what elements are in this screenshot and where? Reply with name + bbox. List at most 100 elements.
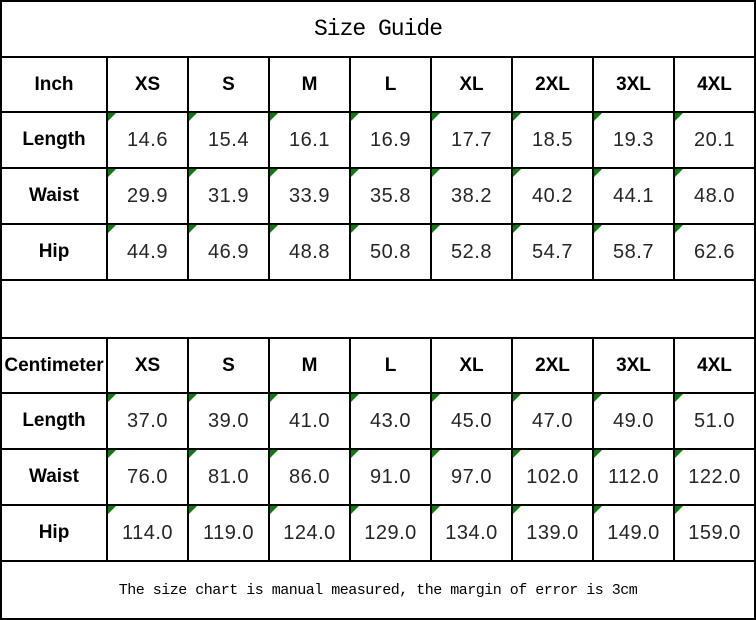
flag-triangle-icon (514, 170, 521, 177)
flag-triangle-icon (676, 507, 683, 514)
flag-triangle-icon (433, 226, 440, 233)
flag-triangle-icon (595, 451, 602, 458)
value-text: 102.0 (526, 465, 579, 488)
page-title: Size Guide (0, 0, 756, 58)
value-text: 47.0 (532, 409, 573, 432)
value-text: 19.3 (613, 128, 654, 151)
flag-triangle-icon (514, 451, 521, 458)
value-cell: 97.0 (430, 448, 513, 506)
value-cell: 14.6 (106, 111, 189, 169)
flag-triangle-icon (190, 170, 197, 177)
flag-triangle-icon (190, 226, 197, 233)
size-header-l: L (349, 337, 432, 394)
value-cell: 52.8 (430, 223, 513, 281)
value-cell: 20.1 (673, 111, 756, 169)
flag-triangle-icon (352, 451, 359, 458)
value-cell: 134.0 (430, 504, 513, 562)
value-cell: 44.9 (106, 223, 189, 281)
value-cell: 81.0 (187, 448, 270, 506)
value-text: 35.8 (370, 184, 411, 207)
flag-triangle-icon (352, 507, 359, 514)
flag-triangle-icon (352, 395, 359, 402)
value-text: 38.2 (451, 184, 492, 207)
flag-triangle-icon (109, 170, 116, 177)
flag-triangle-icon (271, 170, 278, 177)
value-cell: 47.0 (511, 392, 594, 450)
value-text: 37.0 (127, 409, 168, 432)
value-text: 29.9 (127, 184, 168, 207)
value-text: 124.0 (283, 521, 336, 544)
value-text: 129.0 (364, 521, 417, 544)
value-cell: 16.9 (349, 111, 432, 169)
value-cell: 43.0 (349, 392, 432, 450)
row-label-waist: Waist (0, 448, 108, 506)
flag-triangle-icon (595, 395, 602, 402)
value-text: 52.8 (451, 240, 492, 263)
value-text: 49.0 (613, 409, 654, 432)
value-text: 159.0 (688, 521, 741, 544)
size-header-4xl: 4XL (673, 56, 756, 113)
spacer-row-cell (0, 279, 756, 339)
value-cell: 159.0 (673, 504, 756, 562)
flag-triangle-icon (514, 114, 521, 121)
flag-triangle-icon (271, 507, 278, 514)
value-cell: 16.1 (268, 111, 351, 169)
value-text: 40.2 (532, 184, 573, 207)
flag-triangle-icon (271, 395, 278, 402)
size-header-s: S (187, 56, 270, 113)
flag-triangle-icon (271, 451, 278, 458)
value-text: 43.0 (370, 409, 411, 432)
table-row: Length 37.0 39.0 41.0 43.0 45.0 47.0 49.… (0, 392, 756, 450)
flag-triangle-icon (514, 395, 521, 402)
row-label-length: Length (0, 111, 108, 169)
value-text: 119.0 (202, 521, 255, 544)
flag-triangle-icon (433, 451, 440, 458)
size-header-3xl: 3XL (592, 56, 675, 113)
centimeter-header-row: Centimeter XS S M L XL 2XL 3XL 4XL (0, 337, 756, 394)
value-cell: 38.2 (430, 167, 513, 225)
size-header-3xl: 3XL (592, 337, 675, 394)
size-header-s: S (187, 337, 270, 394)
value-text: 41.0 (289, 409, 330, 432)
flag-triangle-icon (433, 507, 440, 514)
flag-triangle-icon (433, 395, 440, 402)
value-text: 139.0 (526, 521, 579, 544)
value-cell: 49.0 (592, 392, 675, 450)
flag-triangle-icon (433, 170, 440, 177)
value-text: 134.0 (445, 521, 498, 544)
value-cell: 40.2 (511, 167, 594, 225)
value-text: 44.1 (613, 184, 654, 207)
value-cell: 45.0 (430, 392, 513, 450)
flag-triangle-icon (595, 507, 602, 514)
value-text: 39.0 (208, 409, 249, 432)
value-cell: 122.0 (673, 448, 756, 506)
value-cell: 37.0 (106, 392, 189, 450)
value-cell: 35.8 (349, 167, 432, 225)
value-text: 46.9 (208, 240, 249, 263)
size-header-m: M (268, 337, 351, 394)
flag-triangle-icon (271, 114, 278, 121)
flag-triangle-icon (676, 451, 683, 458)
row-label-hip: Hip (0, 223, 108, 281)
value-cell: 139.0 (511, 504, 594, 562)
flag-triangle-icon (109, 114, 116, 121)
size-header-l: L (349, 56, 432, 113)
flag-triangle-icon (190, 451, 197, 458)
footer-note: The size chart is manual measured, the m… (0, 560, 756, 620)
value-text: 44.9 (127, 240, 168, 263)
flag-triangle-icon (595, 114, 602, 121)
row-label-length: Length (0, 392, 108, 450)
row-label-waist: Waist (0, 167, 108, 225)
value-cell: 76.0 (106, 448, 189, 506)
value-text: 17.7 (451, 128, 492, 151)
flag-triangle-icon (433, 114, 440, 121)
value-text: 54.7 (532, 240, 573, 263)
value-cell: 119.0 (187, 504, 270, 562)
flag-triangle-icon (352, 170, 359, 177)
value-text: 81.0 (208, 465, 249, 488)
flag-triangle-icon (514, 226, 521, 233)
value-cell: 51.0 (673, 392, 756, 450)
flag-triangle-icon (352, 226, 359, 233)
value-text: 76.0 (127, 465, 168, 488)
flag-triangle-icon (676, 395, 683, 402)
